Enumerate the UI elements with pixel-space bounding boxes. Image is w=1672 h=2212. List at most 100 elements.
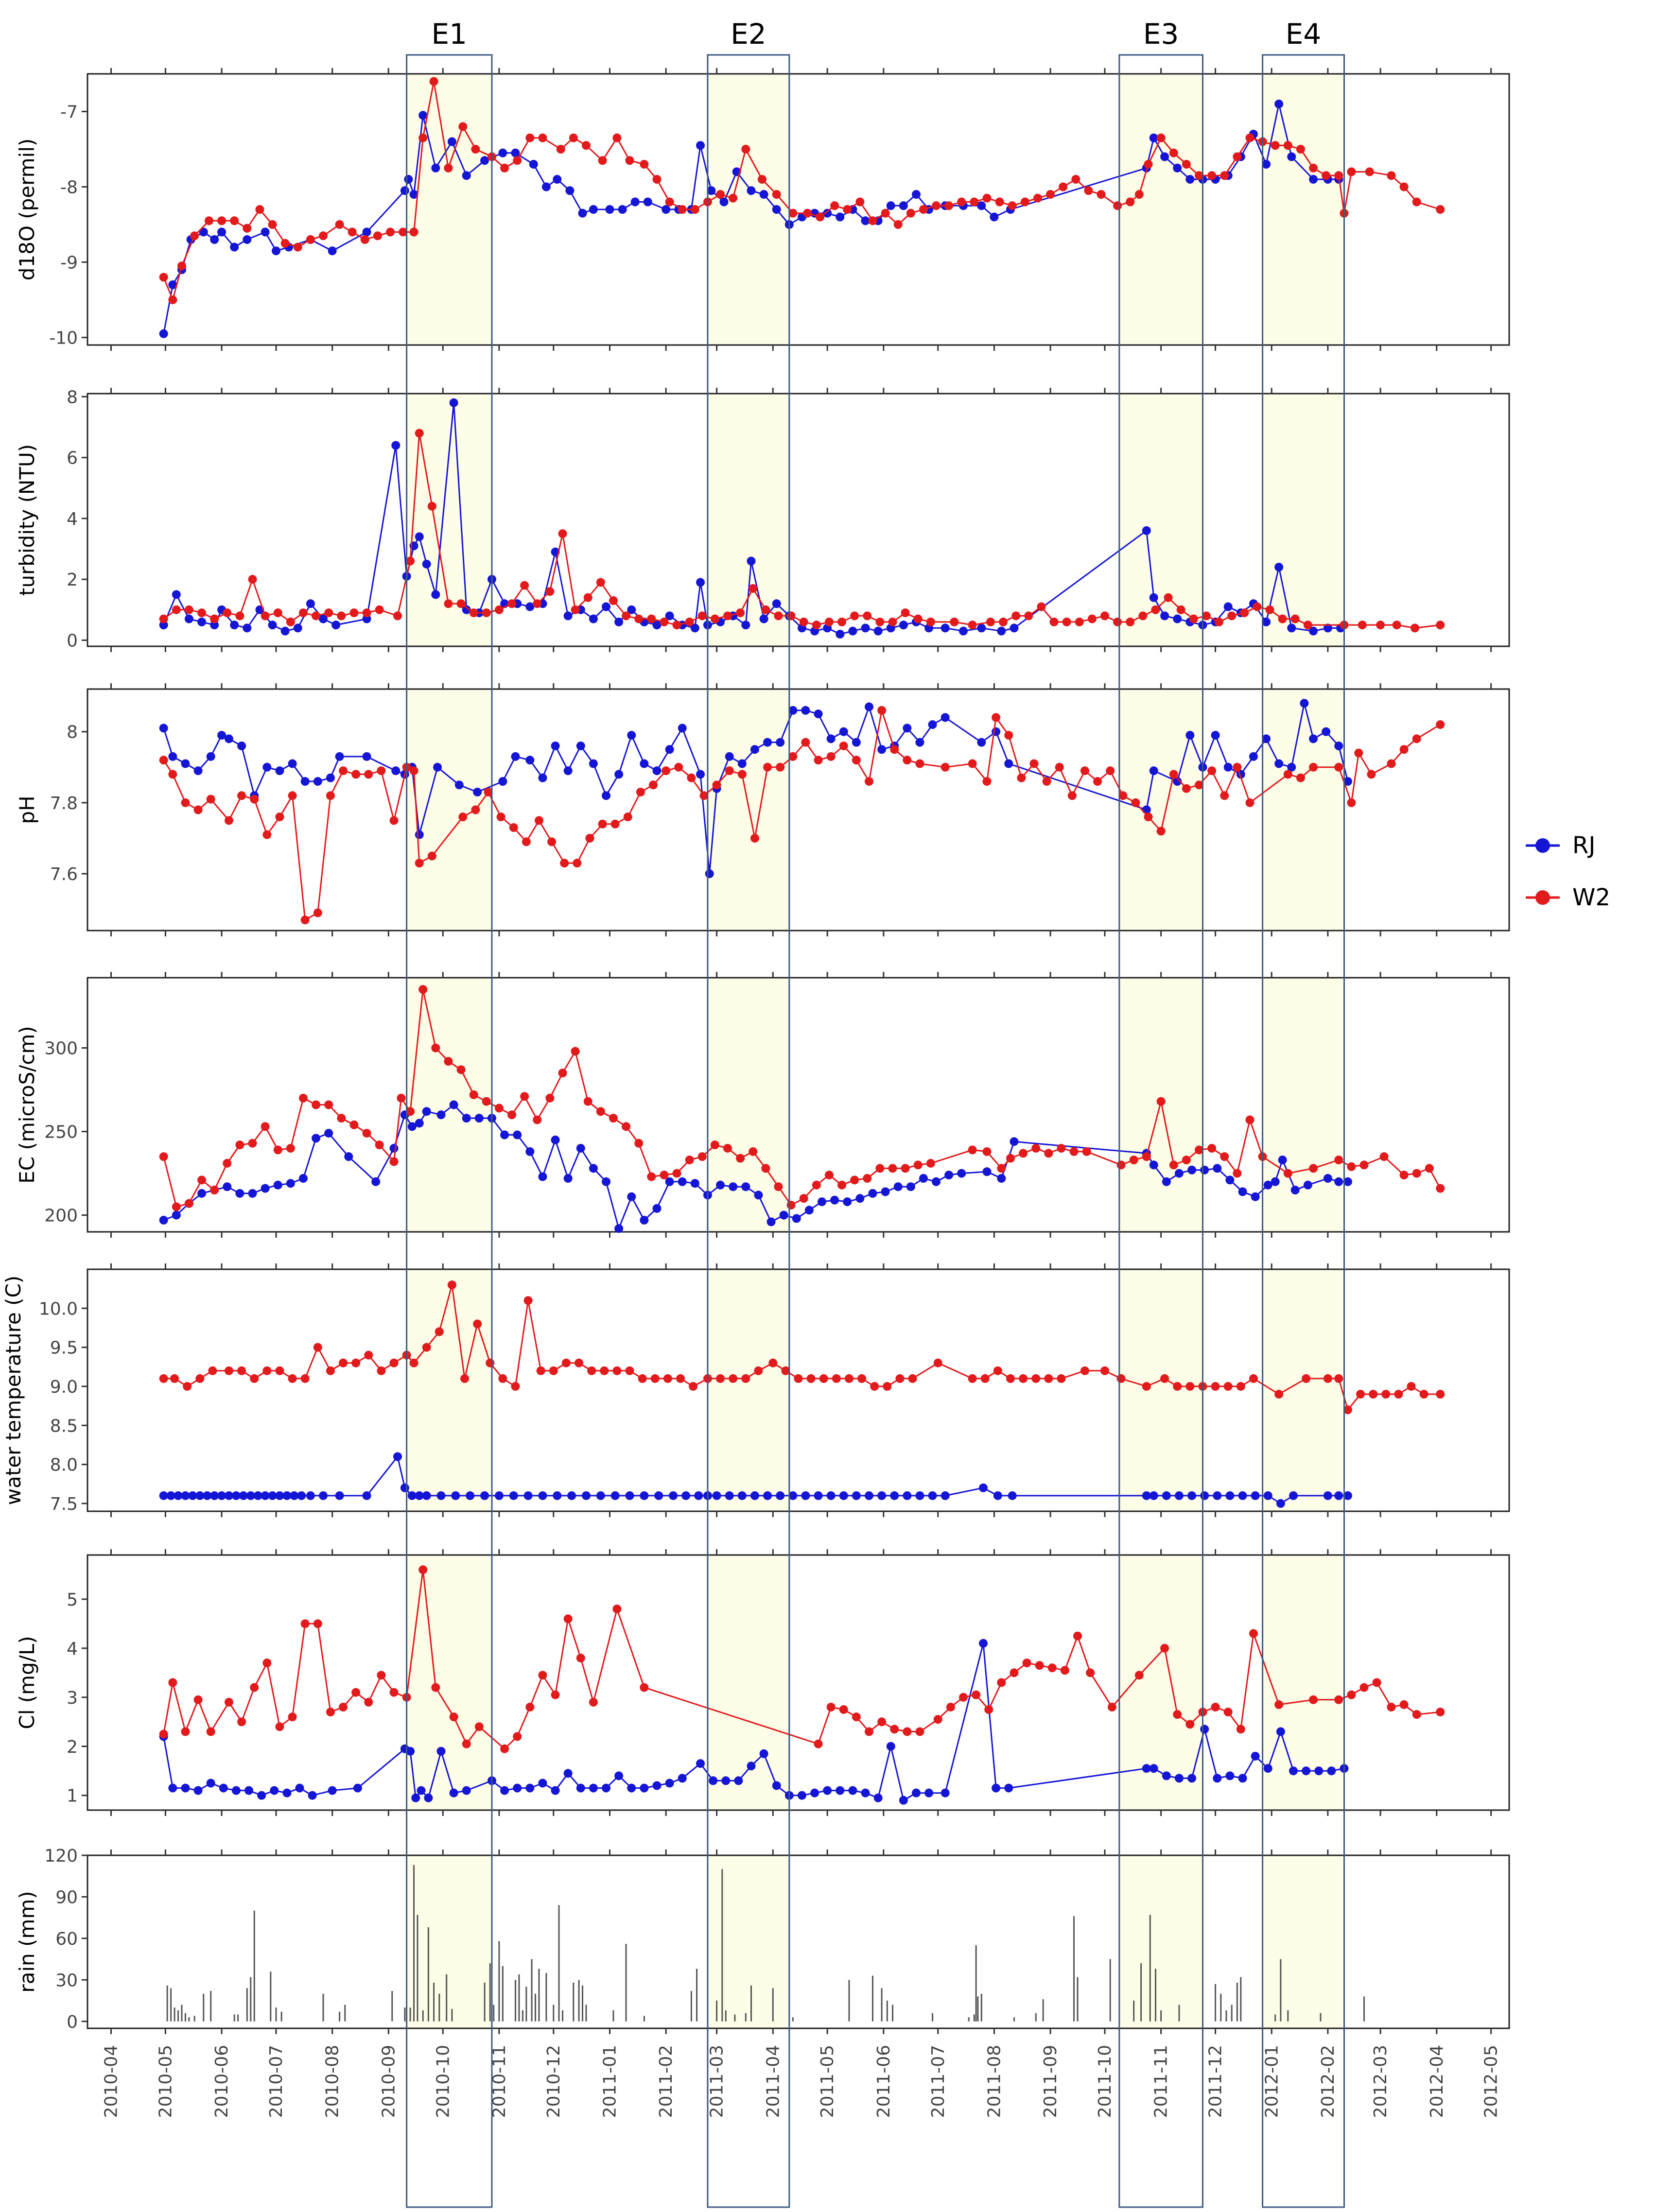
x-tick-label: 2010-04 [102, 2045, 122, 2118]
data-point-w2 [471, 805, 480, 814]
data-point-w2 [230, 216, 239, 225]
data-point-rj [308, 1791, 317, 1800]
data-point-w2 [1062, 617, 1071, 626]
data-point-rj [899, 1796, 908, 1805]
data-point-w2 [888, 1164, 897, 1173]
data-point-rj [861, 1788, 870, 1797]
data-point-rj [418, 111, 428, 120]
event-fill-e1-panel-6 [406, 1855, 492, 2028]
data-point-w2 [349, 608, 359, 618]
data-point-w2 [1359, 1160, 1369, 1170]
series-line-w2 [163, 432, 1441, 629]
data-point-w2 [513, 156, 522, 165]
data-point-rj [1160, 152, 1169, 161]
data-point-w2 [970, 197, 979, 207]
data-point-w2 [435, 1327, 444, 1336]
data-point-w2 [1367, 770, 1376, 779]
data-point-w2 [1236, 1725, 1245, 1734]
data-point-rj [772, 1781, 781, 1790]
data-point-w2 [663, 1374, 672, 1383]
data-point-rj [1187, 1165, 1197, 1175]
data-point-w2 [863, 611, 872, 621]
data-point-rj [652, 1781, 662, 1790]
data-point-rj [1274, 759, 1284, 768]
data-point-rj [678, 1774, 687, 1783]
data-point-w2 [1055, 762, 1064, 772]
data-point-w2 [913, 1160, 923, 1170]
data-point-rj [1343, 1491, 1352, 1500]
data-point-w2 [837, 1180, 847, 1190]
data-point-w2 [1035, 1661, 1044, 1670]
data-point-rj [1238, 1774, 1247, 1783]
data-point-rj [690, 1179, 699, 1188]
data-point-rj [759, 190, 768, 199]
data-point-rj [511, 148, 520, 157]
series-w2 [159, 77, 1445, 304]
data-point-w2 [210, 614, 219, 623]
data-point-w2 [881, 208, 890, 218]
event-fill-e4-panel-1 [1262, 394, 1344, 646]
data-point-w2 [507, 1110, 517, 1120]
series-w2 [159, 985, 1445, 1211]
data-point-w2 [1296, 145, 1305, 154]
data-point-rj [389, 1143, 399, 1153]
data-point-rj [804, 1206, 814, 1215]
data-point-rj [919, 1174, 928, 1183]
data-point-w2 [339, 766, 348, 776]
data-point-rj [1278, 1156, 1287, 1165]
data-point-w2 [1334, 171, 1343, 180]
data-point-w2 [223, 1158, 232, 1168]
data-point-w2 [672, 621, 681, 630]
data-point-w2 [647, 1172, 656, 1181]
data-point-w2 [982, 193, 992, 203]
data-point-w2 [168, 770, 177, 779]
data-point-rj [415, 1491, 424, 1500]
legend-label-rj: RJ [1572, 832, 1596, 859]
data-point-w2 [957, 197, 966, 207]
data-point-rj [928, 1491, 937, 1500]
data-point-w2 [640, 160, 649, 169]
data-point-w2 [729, 193, 738, 203]
data-point-rj [589, 205, 598, 214]
data-point-rj [553, 175, 562, 184]
data-point-w2 [913, 614, 923, 623]
y-axis-label: water temperature (C) [1, 1276, 25, 1505]
data-point-w2 [968, 1145, 977, 1155]
data-point-w2 [826, 752, 836, 761]
data-point-w2 [1249, 1374, 1258, 1383]
data-point-w2 [298, 608, 308, 618]
data-point-w2 [268, 220, 277, 229]
data-point-rj [792, 1214, 801, 1223]
data-point-rj [589, 759, 598, 768]
data-point-rj [1322, 727, 1331, 736]
series-line-w2 [163, 81, 1441, 301]
data-point-w2 [458, 812, 468, 822]
series-line-w2 [163, 988, 1441, 1208]
data-point-w2 [337, 611, 346, 621]
data-point-rj [1274, 100, 1284, 108]
data-point-w2 [623, 812, 632, 822]
series-line-w2 [163, 1569, 1441, 1750]
data-point-rj [1200, 1491, 1209, 1500]
y-tick-label: 7.6 [50, 864, 78, 884]
data-point-rj [890, 1491, 899, 1500]
series-rj [159, 398, 1345, 639]
data-point-w2 [600, 1366, 609, 1375]
data-point-w2 [500, 163, 509, 173]
data-point-w2 [710, 1141, 719, 1150]
data-point-w2 [1207, 1143, 1217, 1153]
data-point-rj [541, 182, 551, 191]
data-point-rj [690, 623, 699, 633]
series-w2 [159, 1280, 1445, 1415]
legend-marker-rj [1535, 838, 1550, 853]
y-tick-label: 5 [67, 1590, 78, 1610]
data-point-rj [1287, 762, 1296, 772]
data-point-rj [553, 1491, 562, 1500]
data-point-rj [1213, 1774, 1222, 1783]
data-point-w2 [1044, 1149, 1053, 1158]
data-point-rj [823, 1786, 832, 1795]
data-point-w2 [814, 756, 823, 765]
panel-rain-mm: 0 30 60 90 120 rain (mm) [15, 1846, 1510, 2034]
